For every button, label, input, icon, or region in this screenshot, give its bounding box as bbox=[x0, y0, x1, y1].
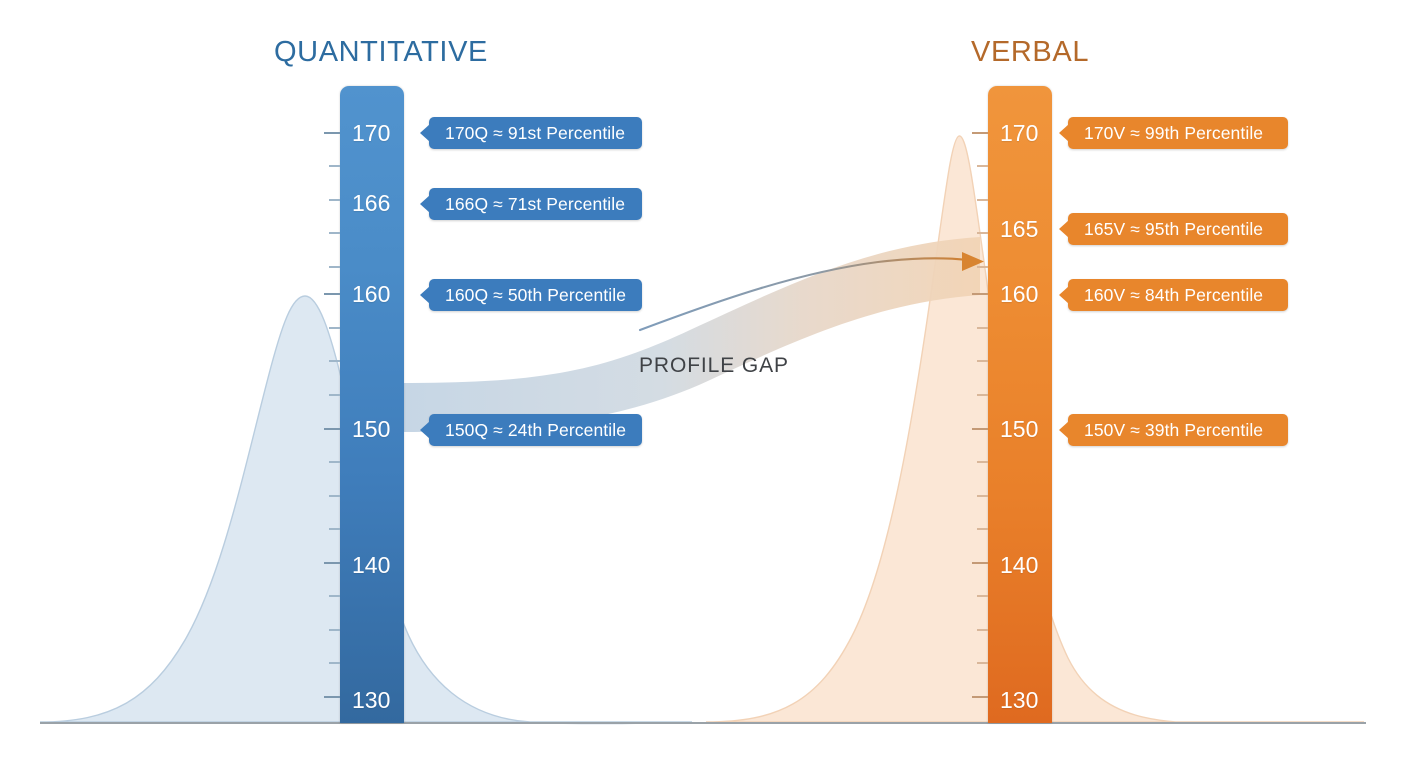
tick-quant-164 bbox=[329, 232, 340, 234]
callout-text: 166Q ≈ 71st Percentile bbox=[445, 193, 626, 214]
scale-label-verbal-160: 160 bbox=[1000, 281, 1039, 307]
callout-verbal-150[interactable]: 150V ≈ 39th Percentile bbox=[1059, 414, 1288, 446]
callout-text: 150Q ≈ 24th Percentile bbox=[445, 419, 627, 440]
callout-verbal-170[interactable]: 170V ≈ 99th Percentile bbox=[1059, 117, 1288, 149]
callout-text: 160V ≈ 84th Percentile bbox=[1084, 284, 1264, 305]
tick-verbal-146 bbox=[977, 495, 988, 497]
tick-verbal-168 bbox=[977, 199, 988, 201]
tick-verbal-150 bbox=[972, 428, 988, 430]
scale-label-quant-130: 130 bbox=[352, 687, 391, 713]
profile-gap-arrow bbox=[638, 252, 984, 332]
callout-text: 170Q ≈ 91st Percentile bbox=[445, 122, 626, 143]
scale-label-verbal-130: 130 bbox=[1000, 687, 1039, 713]
tick-quant-160 bbox=[324, 293, 340, 295]
callout-quant-166[interactable]: 166Q ≈ 71st Percentile bbox=[420, 188, 642, 220]
callout-pointer-icon bbox=[420, 286, 430, 304]
tick-verbal-159 bbox=[977, 327, 988, 329]
tick-verbal-130 bbox=[972, 696, 988, 698]
scale-label-quant-170: 170 bbox=[352, 120, 391, 146]
callout-verbal-165[interactable]: 165V ≈ 95th Percentile bbox=[1059, 213, 1288, 245]
tick-verbal-138 bbox=[977, 595, 988, 597]
callout-pointer-icon bbox=[1059, 286, 1069, 304]
callout-text: 165V ≈ 95th Percentile bbox=[1084, 218, 1264, 239]
callout-quant-150[interactable]: 150Q ≈ 24th Percentile bbox=[420, 414, 642, 446]
callout-text: 160Q ≈ 50th Percentile bbox=[445, 284, 627, 305]
tick-quant-136 bbox=[329, 629, 340, 631]
tick-verbal-165 bbox=[977, 266, 988, 268]
callout-quant-160[interactable]: 160Q ≈ 50th Percentile bbox=[420, 279, 642, 311]
tick-quant-134 bbox=[329, 662, 340, 664]
quantitative-heading: QUANTITATIVE bbox=[274, 36, 488, 68]
scale-label-quant-140: 140 bbox=[352, 552, 391, 578]
tick-quant-144 bbox=[329, 528, 340, 530]
scale-label-verbal-150: 150 bbox=[1000, 416, 1039, 442]
callout-pointer-icon bbox=[420, 124, 430, 142]
quantitative-scale-bar bbox=[340, 86, 404, 723]
tick-quant-170 bbox=[324, 132, 340, 134]
tick-verbal-167 bbox=[977, 232, 988, 234]
callout-verbal-160[interactable]: 160V ≈ 84th Percentile bbox=[1059, 279, 1288, 311]
scale-label-quant-166: 166 bbox=[352, 190, 391, 216]
callout-text: 150V ≈ 39th Percentile bbox=[1084, 419, 1264, 440]
tick-verbal-169 bbox=[977, 165, 988, 167]
verbal-scale-bar bbox=[988, 86, 1052, 723]
tick-quant-156 bbox=[329, 360, 340, 362]
scale-label-quant-160: 160 bbox=[352, 281, 391, 307]
tick-quant-158 bbox=[329, 327, 340, 329]
profile-gap-ribbon bbox=[400, 237, 980, 432]
tick-quant-146 bbox=[329, 495, 340, 497]
scale-label-verbal-140: 140 bbox=[1000, 552, 1039, 578]
verbal-heading: VERBAL bbox=[971, 36, 1090, 68]
callout-pointer-icon bbox=[1059, 421, 1069, 439]
tick-quant-140 bbox=[324, 562, 340, 564]
callout-pointer-icon bbox=[1059, 124, 1069, 142]
tick-quant-154 bbox=[329, 394, 340, 396]
tick-quant-148 bbox=[329, 461, 340, 463]
tick-verbal-157 bbox=[977, 394, 988, 396]
tick-quant-150 bbox=[324, 428, 340, 430]
tick-verbal-140 bbox=[972, 562, 988, 564]
tick-quant-130 bbox=[324, 696, 340, 698]
tick-quant-168 bbox=[329, 165, 340, 167]
tick-verbal-136 bbox=[977, 629, 988, 631]
tick-verbal-144 bbox=[977, 528, 988, 530]
tick-verbal-148 bbox=[977, 461, 988, 463]
tick-quant-138 bbox=[329, 595, 340, 597]
callout-text: 170V ≈ 99th Percentile bbox=[1084, 122, 1264, 143]
tick-verbal-134 bbox=[977, 662, 988, 664]
tick-verbal-170 bbox=[972, 132, 988, 134]
callout-quant-170[interactable]: 170Q ≈ 91st Percentile bbox=[420, 117, 642, 149]
tick-quant-162 bbox=[329, 266, 340, 268]
scale-label-verbal-165: 165 bbox=[1000, 216, 1039, 242]
scale-label-verbal-170: 170 bbox=[1000, 120, 1039, 146]
tick-verbal-158 bbox=[977, 360, 988, 362]
tick-quant-166 bbox=[329, 199, 340, 201]
scale-label-quant-150: 150 bbox=[352, 416, 391, 442]
callout-pointer-icon bbox=[420, 421, 430, 439]
callout-pointer-icon bbox=[1059, 220, 1069, 238]
tick-verbal-160 bbox=[972, 293, 988, 295]
profile-gap-label: PROFILE GAP bbox=[639, 354, 789, 377]
callout-pointer-icon bbox=[420, 195, 430, 213]
